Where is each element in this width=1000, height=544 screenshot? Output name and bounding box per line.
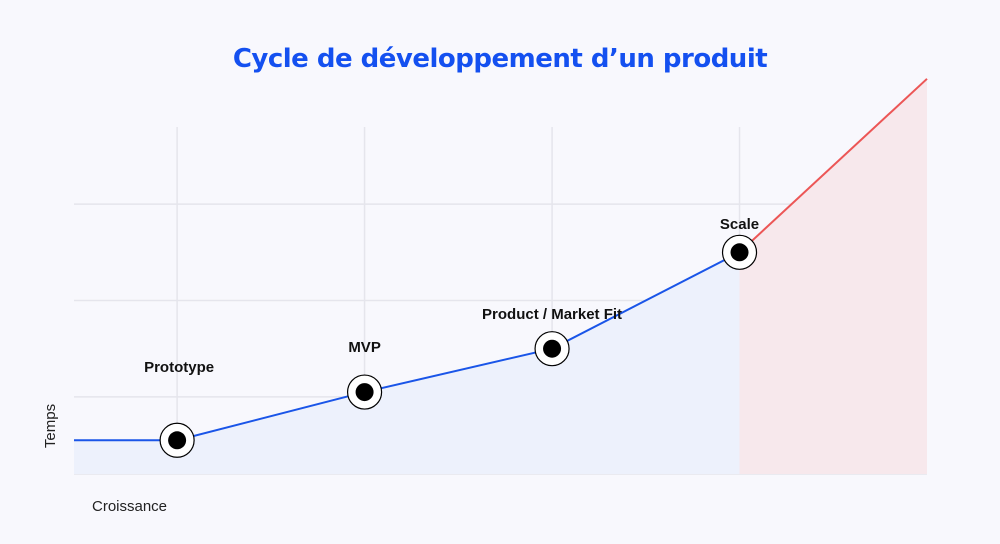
data-points (159, 234, 758, 458)
y-axis-label: Temps (42, 404, 59, 448)
annotation-label: MVP (348, 339, 381, 356)
data-point-dot (168, 431, 187, 450)
area-fills (74, 78, 927, 475)
data-point (346, 374, 383, 410)
data-point-dot (355, 383, 374, 402)
annotation-label: Product / Market Fit (482, 306, 622, 323)
data-point-dot (730, 243, 749, 262)
chart-title: Cycle de développement d’un produit (232, 44, 768, 74)
scale-line (738, 78, 928, 254)
data-point (721, 234, 758, 270)
data-point (534, 331, 570, 367)
x-axis-label: Croissance (92, 498, 167, 515)
growth-area (74, 252, 740, 474)
data-point-dot (543, 339, 562, 358)
data-point (159, 422, 195, 458)
annotation-label: Scale (720, 216, 759, 233)
annotation-label: Prototype (144, 359, 214, 376)
annotations: Prototype MVP Product / Market Fit Scale (144, 216, 759, 376)
scale-area (739, 78, 927, 475)
